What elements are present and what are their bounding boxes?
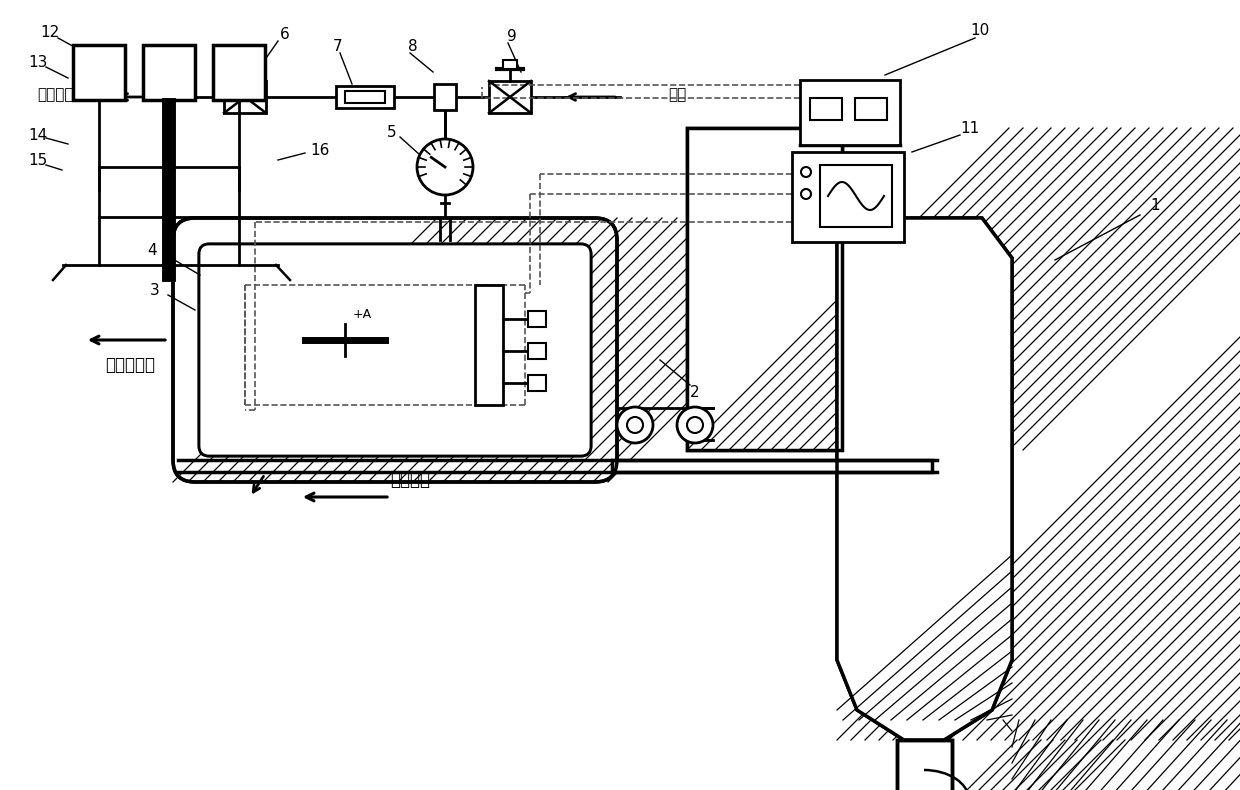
Circle shape	[687, 417, 703, 433]
Text: 9: 9	[507, 28, 517, 43]
Bar	[489, 81, 531, 113]
Bar	[810, 98, 842, 120]
Bar	[503, 60, 517, 69]
Text: 燃烧产物: 燃烧产物	[37, 88, 73, 103]
Text: 14: 14	[29, 127, 47, 142]
Bar	[345, 91, 384, 103]
FancyBboxPatch shape	[174, 218, 618, 482]
Circle shape	[677, 407, 713, 443]
Bar	[687, 128, 842, 450]
Text: 11: 11	[960, 121, 980, 136]
Bar	[820, 165, 892, 227]
Bar	[475, 285, 503, 405]
Bar	[528, 375, 546, 391]
Bar	[143, 45, 195, 100]
Text: 16: 16	[310, 142, 330, 157]
Circle shape	[801, 167, 811, 177]
Bar	[687, 128, 842, 450]
Text: 10: 10	[971, 22, 990, 37]
FancyBboxPatch shape	[198, 244, 591, 456]
Text: 2: 2	[691, 385, 699, 400]
Text: 3: 3	[150, 283, 160, 298]
Text: +A: +A	[353, 307, 372, 321]
Bar	[238, 60, 252, 69]
Text: 8: 8	[408, 39, 418, 54]
Text: 1: 1	[1151, 198, 1159, 213]
FancyBboxPatch shape	[198, 244, 591, 456]
Text: 13: 13	[29, 55, 47, 70]
Bar	[336, 86, 394, 108]
Circle shape	[627, 417, 644, 433]
Text: 氮气: 氮气	[668, 88, 686, 103]
Text: 过载力方向: 过载力方向	[105, 356, 155, 374]
Bar	[213, 45, 265, 100]
Bar	[434, 84, 456, 110]
Bar	[856, 98, 887, 120]
Bar	[688, 129, 841, 449]
Bar	[613, 460, 932, 472]
Text: 12: 12	[40, 24, 60, 40]
Text: 5: 5	[387, 125, 397, 140]
Polygon shape	[837, 218, 1012, 740]
Bar	[528, 311, 546, 327]
Bar	[800, 80, 900, 145]
Bar	[897, 740, 952, 790]
Text: 燃烧方向: 燃烧方向	[391, 471, 430, 489]
Circle shape	[618, 407, 653, 443]
Text: 15: 15	[29, 152, 47, 167]
Bar	[73, 45, 125, 100]
Bar	[528, 343, 546, 359]
Circle shape	[801, 189, 811, 199]
Text: 4: 4	[148, 243, 156, 258]
Bar	[897, 740, 952, 790]
Text: 6: 6	[280, 27, 290, 42]
Bar	[224, 81, 267, 113]
Circle shape	[417, 139, 472, 195]
Text: 7: 7	[334, 39, 342, 54]
Bar	[792, 152, 904, 242]
Polygon shape	[837, 218, 1012, 740]
